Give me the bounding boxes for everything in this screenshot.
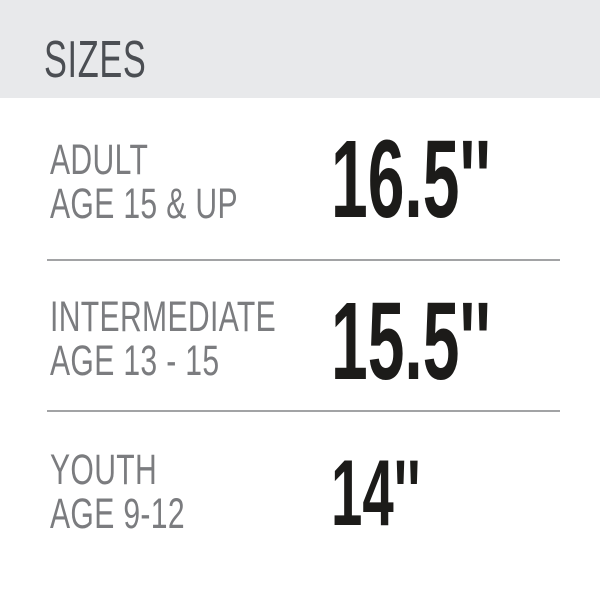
row-divider-2 xyxy=(47,410,560,412)
size-row-adult-labels: ADULT AGE 15 & UP xyxy=(50,138,238,226)
age-range-adult: AGE 15 & UP xyxy=(50,180,238,228)
size-name-adult: ADULT xyxy=(50,136,149,184)
size-value-adult: 16.5'' xyxy=(331,118,491,241)
size-value-youth: 14'' xyxy=(331,440,421,545)
age-range-intermediate: AGE 13 - 15 xyxy=(50,337,220,385)
row-divider-1 xyxy=(47,259,560,261)
size-name-intermediate: INTERMEDIATE xyxy=(50,293,277,341)
age-range-youth: AGE 9-12 xyxy=(50,490,185,538)
page-title: SIZES xyxy=(44,31,147,89)
size-name-youth: YOUTH xyxy=(50,446,158,494)
size-value-intermediate: 15.5'' xyxy=(331,280,491,403)
size-row-intermediate-labels: INTERMEDIATE AGE 13 - 15 xyxy=(50,295,276,383)
header-band: SIZES xyxy=(0,0,600,98)
size-row-youth-labels: YOUTH AGE 9-12 xyxy=(50,448,185,536)
